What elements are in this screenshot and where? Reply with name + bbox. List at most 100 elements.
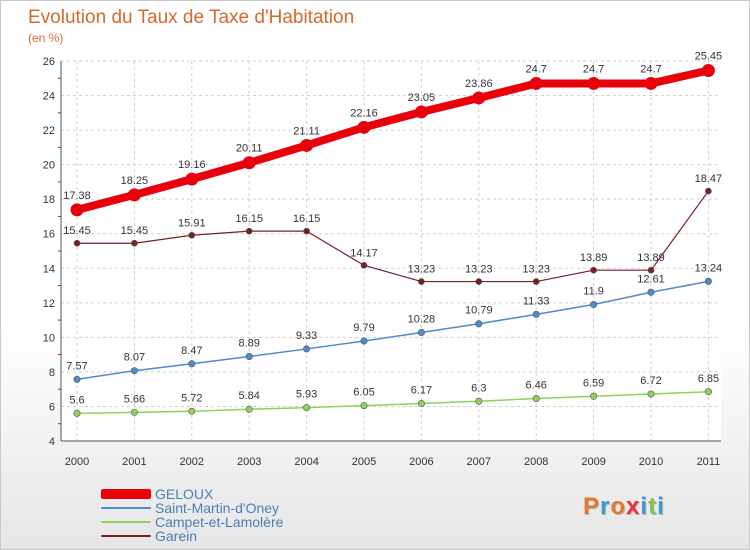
chart-title: Evolution du Taux de Taxe d'Habitation [28, 7, 355, 28]
legend-label: Saint-Martin-d'Oney [155, 500, 280, 516]
data-point [704, 388, 712, 396]
x-tick-label: 2005 [352, 456, 376, 468]
data-point [532, 310, 540, 318]
data-point [245, 353, 253, 361]
data-label: 13.24 [695, 262, 723, 274]
legend: GELOUX Saint-Martin-d'Oney Campet-et-Lamol… [101, 487, 283, 543]
data-point [414, 105, 428, 119]
data-label: 23.86 [465, 78, 493, 90]
plot-background [61, 61, 721, 441]
legend-swatch [101, 535, 151, 537]
data-point [417, 329, 425, 337]
data-label: 16.15 [293, 213, 321, 225]
data-label: 6.05 [353, 387, 374, 399]
data-point [704, 277, 712, 285]
data-point [701, 64, 715, 77]
data-point [529, 76, 543, 90]
legend-item: Campet-et-Lamolère [101, 515, 283, 529]
legend-swatch [101, 489, 151, 499]
data-label: 24.7 [640, 63, 661, 75]
data-label: 5.72 [181, 392, 202, 404]
data-point [360, 402, 368, 410]
data-label: 12.61 [637, 273, 665, 285]
data-label: 17.38 [63, 190, 91, 202]
legend-swatch [101, 521, 151, 523]
data-point [245, 405, 253, 413]
y-tick-label: 8 [49, 367, 55, 379]
series-line-0 [75, 66, 710, 214]
data-point [188, 407, 196, 415]
x-tick-label: 2008 [524, 456, 548, 468]
x-tick-label: 2009 [581, 456, 605, 468]
data-label: 6.72 [640, 375, 661, 387]
data-point [131, 239, 138, 247]
data-label: 15.91 [178, 217, 206, 229]
data-point [303, 345, 311, 353]
brand-letter: i [640, 493, 649, 520]
data-label: 6.59 [583, 377, 604, 389]
x-tick-label: 2007 [467, 456, 491, 468]
legend-label: Garein [155, 528, 198, 544]
legend-label: Campet-et-Lamolère [155, 514, 284, 530]
brand-letter: r [600, 493, 611, 520]
legend-swatch [101, 507, 151, 509]
data-label: 5.66 [124, 393, 145, 405]
data-label: 5.6 [69, 394, 84, 406]
data-label: 22.16 [350, 107, 378, 119]
data-label: 15.45 [63, 225, 91, 237]
data-point [242, 156, 256, 170]
data-point [245, 227, 253, 235]
series-line-1 [76, 280, 709, 381]
data-point [360, 337, 368, 345]
brand-letter: x [626, 493, 641, 520]
brand-letter: o [610, 493, 627, 520]
x-tick-label: 2006 [409, 456, 433, 468]
y-tick-label: 26 [43, 56, 55, 68]
brand-letter: P [583, 493, 601, 520]
data-point [532, 278, 540, 285]
data-point [130, 408, 138, 416]
data-label: 14.17 [350, 247, 378, 259]
x-tick-label: 2010 [639, 456, 663, 468]
legend-item: Garein [101, 529, 283, 543]
data-label: 18.47 [695, 173, 723, 185]
y-tick-label: 24 [43, 91, 55, 103]
y-tick-label: 6 [49, 401, 55, 413]
data-label: 15.45 [121, 225, 149, 237]
brand-letter: t [648, 493, 658, 520]
data-label: 7.57 [66, 360, 87, 372]
data-label: 19.16 [178, 159, 206, 171]
data-label: 9.79 [353, 322, 374, 334]
data-point [303, 404, 311, 412]
data-label: 11.33 [523, 295, 550, 307]
data-label: 8.47 [181, 345, 202, 357]
y-tick-label: 14 [43, 263, 55, 275]
data-point [360, 262, 368, 269]
data-point [73, 239, 81, 247]
data-point [475, 278, 483, 285]
legend-item: Saint-Martin-d'Oney [101, 501, 283, 515]
data-label: 24.7 [583, 63, 604, 75]
data-label: 6.85 [698, 373, 719, 385]
y-tick-label: 12 [43, 298, 55, 310]
data-point [587, 76, 601, 90]
y-tick-label: 10 [43, 332, 55, 344]
data-point [417, 400, 425, 408]
data-point [644, 76, 658, 90]
data-label: 5.84 [238, 390, 259, 402]
data-point [130, 367, 138, 375]
y-tick-label: 4 [49, 436, 55, 448]
data-point [475, 397, 483, 405]
x-tick-label: 2011 [697, 456, 721, 468]
y-tick-label: 16 [43, 229, 55, 241]
data-label: 16.15 [235, 213, 263, 225]
data-label: 23.05 [408, 92, 436, 104]
data-point [300, 138, 314, 152]
data-point [475, 320, 483, 328]
data-label: 11.9 [583, 286, 604, 298]
x-tick-label: 2002 [180, 456, 204, 468]
x-tick-label: 2004 [294, 456, 318, 468]
data-point [418, 278, 425, 285]
